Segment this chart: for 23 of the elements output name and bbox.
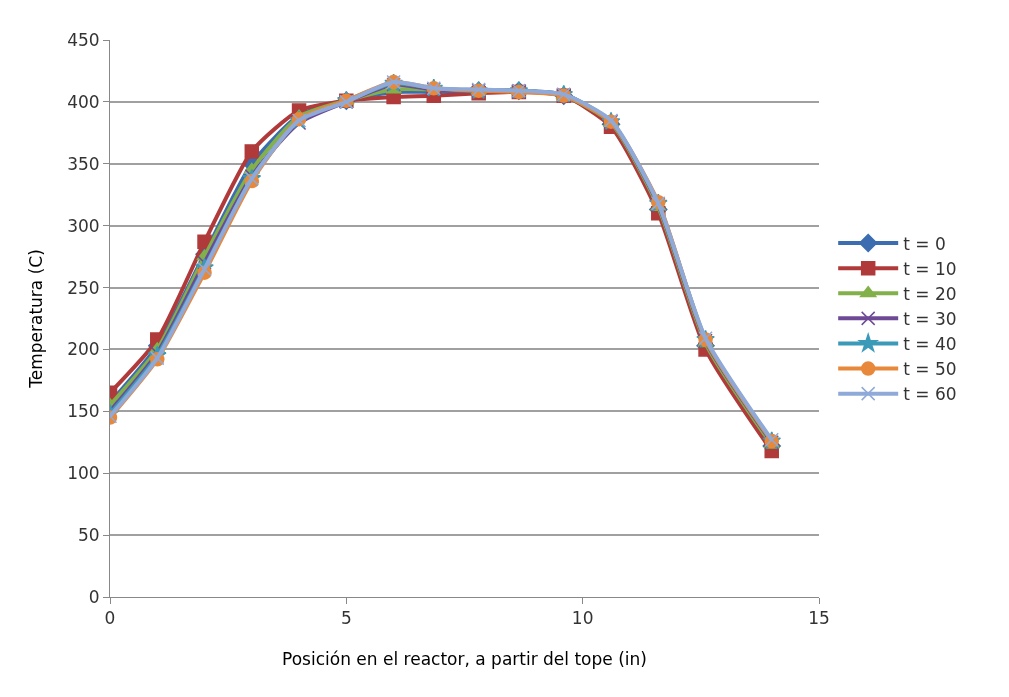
y-tick-label: 200 bbox=[67, 339, 100, 360]
legend-label: t = 50 bbox=[903, 359, 957, 380]
legend-label: t = 10 bbox=[903, 258, 957, 279]
legend-label: t = 40 bbox=[903, 334, 957, 355]
y-tick-label: 150 bbox=[67, 401, 100, 422]
y-tick-label: 100 bbox=[67, 463, 100, 484]
x-tick-label: 15 bbox=[808, 608, 830, 629]
y-tick-label: 450 bbox=[67, 29, 100, 50]
y-tick-label: 300 bbox=[67, 215, 100, 236]
y-tick-label: 250 bbox=[67, 277, 100, 298]
legend-label: t = 0 bbox=[903, 233, 946, 254]
y-tick-label: 50 bbox=[77, 525, 100, 546]
legend-label: t = 30 bbox=[903, 308, 957, 329]
y-axis-title: Temperatura (C) bbox=[25, 249, 46, 389]
x-tick-label: 10 bbox=[571, 608, 594, 629]
x-axis-title: Posición en el reactor, a partir del tope (in) bbox=[282, 648, 647, 669]
y-tick-label: 400 bbox=[67, 91, 100, 112]
legend-label: t = 20 bbox=[903, 283, 957, 304]
legend-label: t = 60 bbox=[903, 384, 957, 405]
y-tick-label: 350 bbox=[67, 153, 100, 174]
y-tick-label: 0 bbox=[88, 586, 100, 607]
x-tick-label: 5 bbox=[340, 608, 352, 629]
x-tick-label: 0 bbox=[104, 608, 116, 629]
